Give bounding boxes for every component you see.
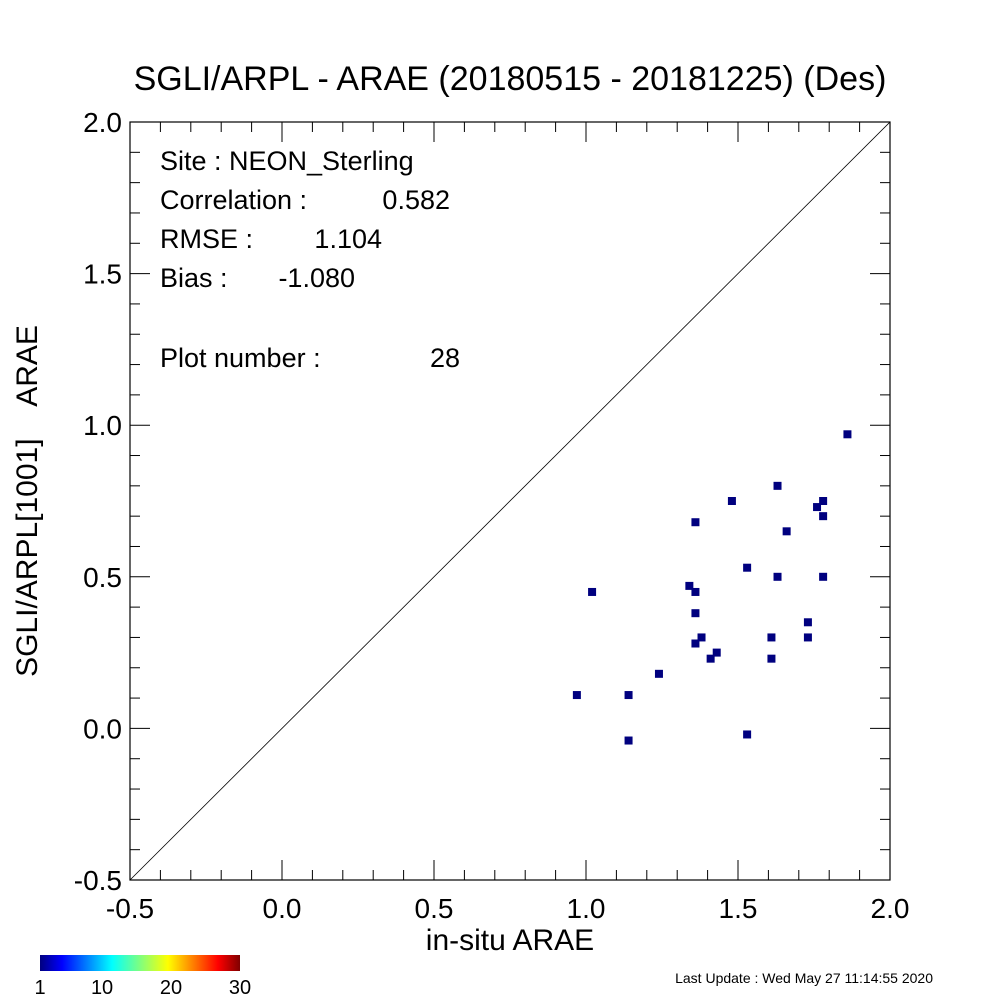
y-tick-label: 0.0	[83, 713, 122, 744]
stat-plot-number-value: 28	[430, 343, 460, 373]
data-point	[691, 587, 700, 596]
last-update-text: Last Update : Wed May 27 11:14:55 2020	[675, 970, 933, 986]
colorbar-tick-labels: 1 10 20 30	[34, 977, 251, 999]
x-tick-label: 1.0	[567, 893, 606, 924]
data-point	[691, 639, 700, 648]
stat-plot-number-label: Plot number :	[160, 343, 321, 373]
data-point	[727, 497, 736, 505]
y-tick-label: 0.5	[83, 562, 122, 593]
data-point	[691, 609, 700, 618]
data-point	[782, 527, 791, 536]
colorbar-tick-label: 10	[91, 977, 113, 999]
data-point	[819, 512, 828, 521]
chart-title: SGLI/ARPL - ARAE (20180515 - 20181225) (…	[134, 60, 887, 98]
x-axis-ticks	[129, 122, 891, 880]
data-point	[773, 481, 782, 490]
x-axis-tick-labels: -0.5 0.0 0.5 1.0 1.5 2.0	[106, 893, 910, 924]
y-axis-tick-labels: -0.5 0.0 0.5 1.0 1.5 2.0	[74, 107, 122, 896]
data-point	[588, 587, 597, 596]
data-point	[803, 633, 812, 642]
data-point	[691, 518, 700, 527]
data-point	[624, 736, 633, 745]
stat-correlation-label: Correlation :	[160, 185, 307, 215]
data-point	[697, 633, 706, 642]
colorbar-tick-label: 20	[160, 977, 182, 999]
y-axis-title: SGLI/ARPL[1001] ARAE	[11, 325, 44, 677]
stats-block: Site : NEON_Sterling Correlation : 0.582…	[160, 146, 460, 373]
x-axis-title: in-situ ARAE	[426, 924, 594, 957]
stat-bias-value: -1.080	[278, 263, 355, 293]
y-tick-label: 1.5	[83, 259, 122, 290]
data-point	[767, 633, 776, 642]
one-to-one-line	[129, 121, 891, 881]
stat-rmse-label: RMSE :	[160, 224, 253, 254]
data-point	[803, 618, 812, 627]
stat-bias-label: Bias :	[160, 263, 228, 293]
plot-frame	[129, 121, 891, 881]
data-point	[819, 572, 828, 581]
data-point	[819, 497, 828, 505]
data-point	[712, 648, 721, 657]
x-tick-label: 1.5	[719, 893, 758, 924]
x-tick-label: -0.5	[106, 893, 154, 924]
y-tick-label: 2.0	[83, 107, 122, 138]
colorbar-tick-label: 30	[229, 977, 251, 999]
x-tick-label: 2.0	[871, 893, 910, 924]
data-point	[773, 572, 782, 581]
data-point	[767, 654, 776, 663]
data-point	[813, 503, 822, 512]
x-tick-label: 0.0	[263, 893, 302, 924]
stat-rmse-value: 1.104	[314, 224, 382, 254]
y-tick-label: 1.0	[83, 410, 122, 441]
data-point	[624, 691, 633, 700]
data-point	[743, 563, 752, 572]
data-point	[706, 654, 715, 663]
data-point	[654, 669, 663, 678]
y-tick-label: -0.5	[74, 865, 122, 896]
stat-site: Site : NEON_Sterling	[160, 146, 414, 176]
colorbar-tick-label: 1	[34, 977, 45, 999]
colorbar	[40, 955, 240, 971]
y-axis-ticks	[130, 121, 890, 881]
data-points	[572, 430, 852, 745]
data-point	[685, 581, 694, 590]
x-tick-label: 0.5	[415, 893, 454, 924]
data-point	[843, 430, 852, 439]
data-point	[572, 691, 581, 700]
stat-correlation-value: 0.582	[382, 185, 450, 215]
data-point	[743, 730, 752, 739]
